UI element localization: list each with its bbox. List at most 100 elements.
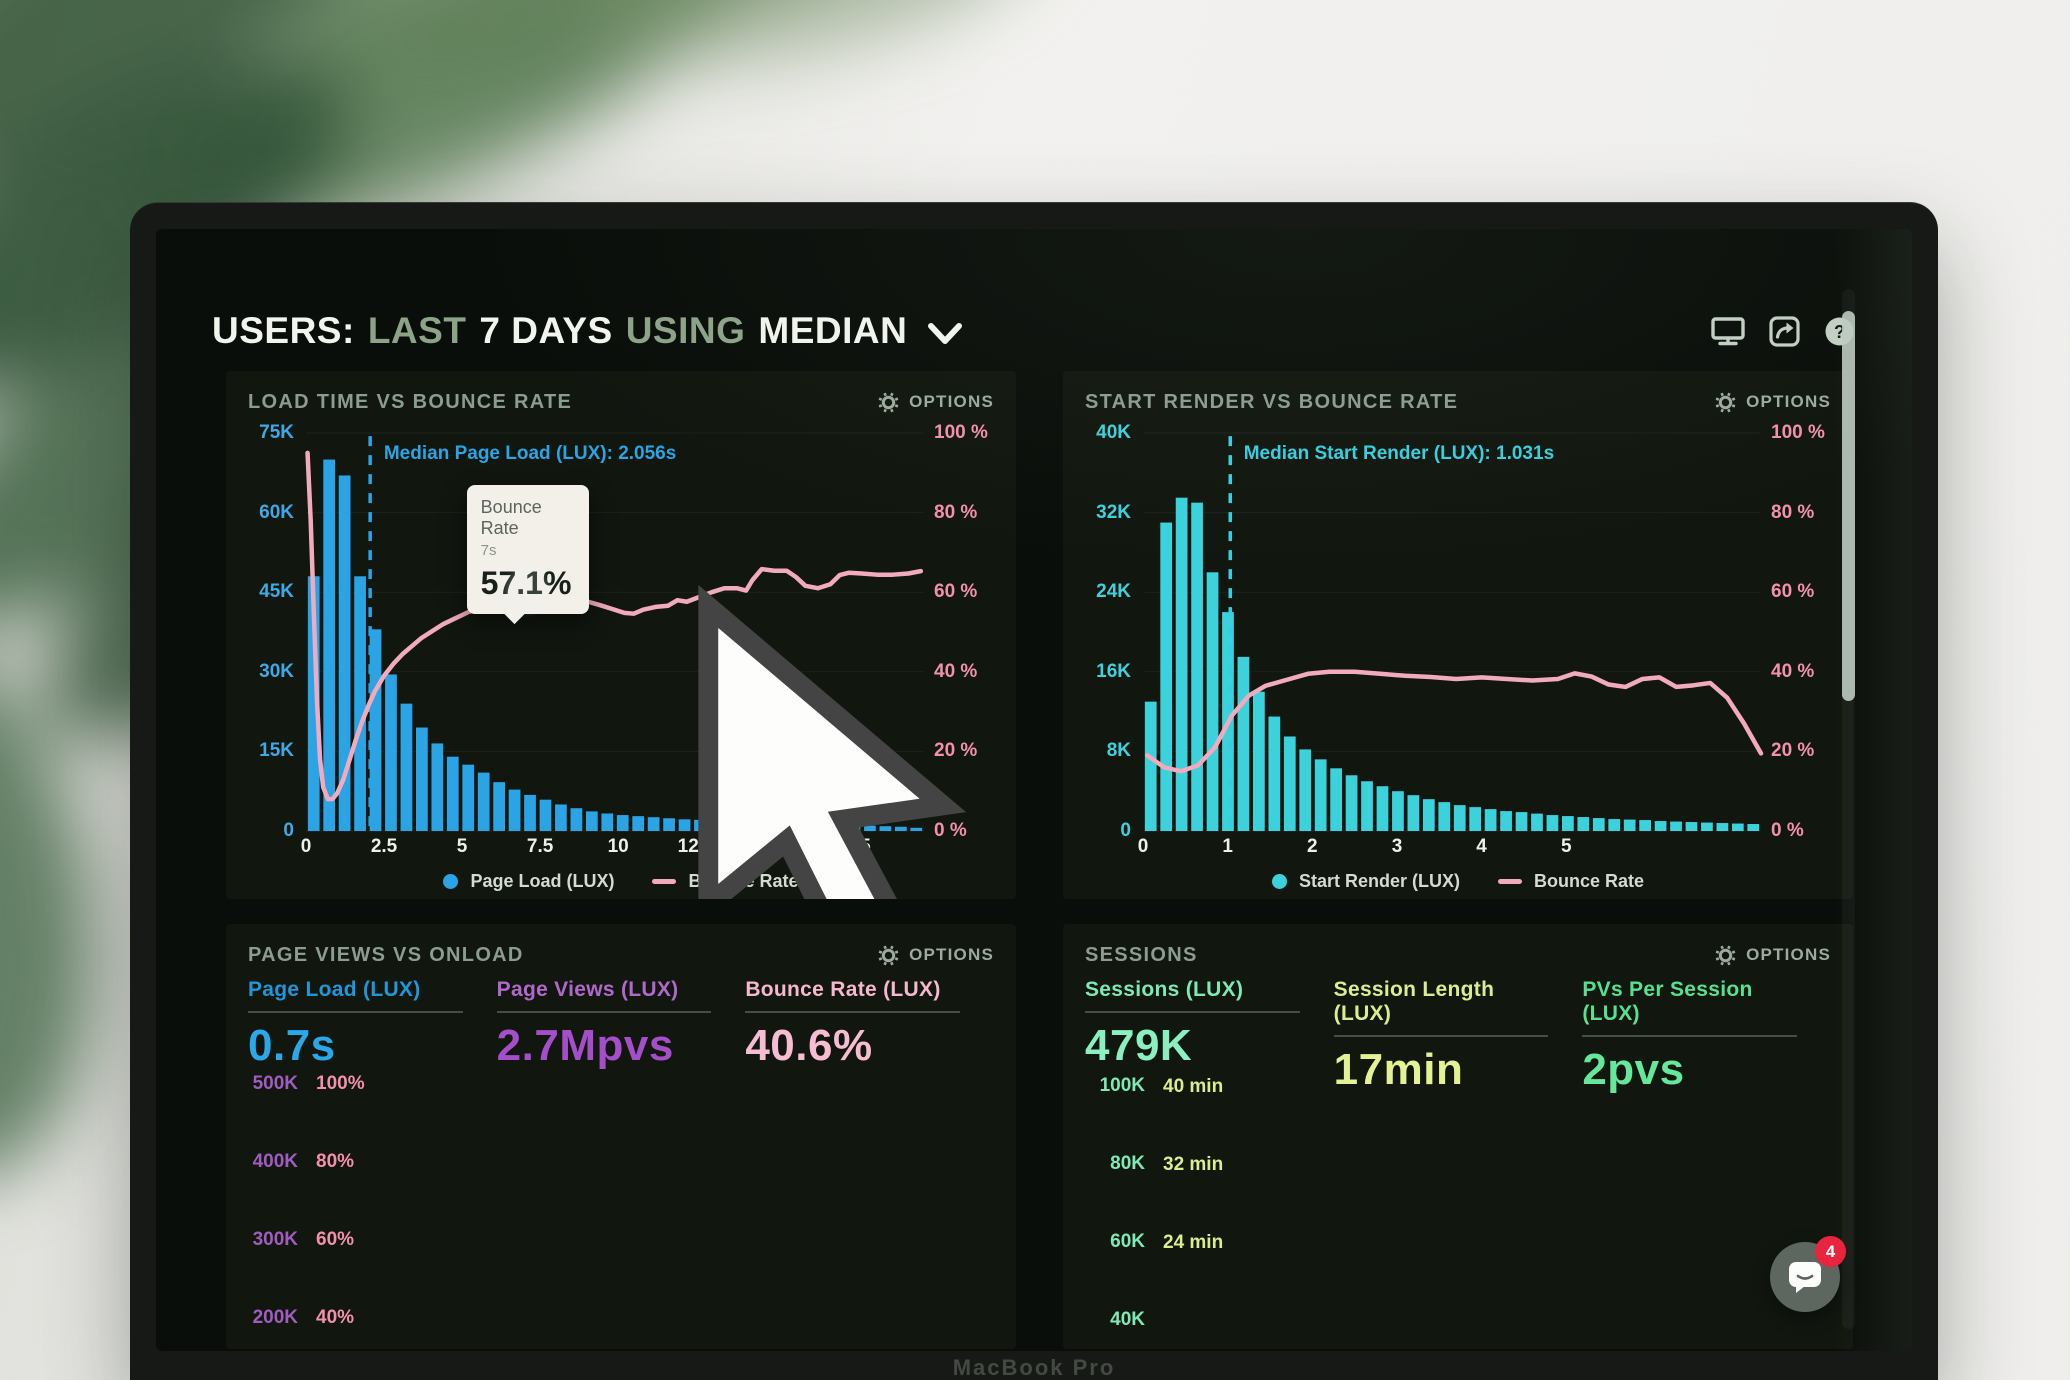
bounce-rate-tooltip: Bounce Rate 7s 57.1% [466,484,589,624]
legend-line-swatch [652,878,677,884]
axis-tick-label: 16K [1096,660,1131,682]
metric-value: 0.7s [248,1021,336,1070]
legend-item: Page Load (LUX) [443,871,614,892]
right-axis-sessionlength: 40 min 32 min 24 min [1153,1072,1691,1349]
legend-line-swatch [1497,878,1522,884]
metric-block: Session Length (LUX) 17min [1333,978,1583,1095]
axis-tick-label: 60% [316,1228,355,1250]
axis-tick-label: 0 [1120,820,1131,841]
axis-tick-label: 80 % [1771,501,1815,523]
panel-title: SESSIONS [1085,943,1198,966]
axis-tick-label: 40K [1110,1308,1145,1330]
mouse-cursor-icon [698,585,967,899]
gear-icon [878,392,899,412]
x-axis-label: 5 [456,836,468,857]
legend-item: Bounce Rate [1497,871,1644,892]
metric-label: Sessions (LUX) [1085,978,1244,1001]
share-icon [1769,315,1800,347]
metric-divider [745,1011,960,1013]
axis-tick-label: 32 min [1163,1153,1224,1175]
scrollbar-thumb[interactable] [1842,311,1855,701]
right-axis-bouncerate: 100% 80% 60% 40% [306,1072,864,1349]
axis-tick-label: 100K [1099,1074,1145,1096]
axis-tick-label: 0 % [1771,820,1804,841]
axis-tick-label: 0 [283,820,294,841]
axis-tick-label: 40 min [1163,1075,1224,1097]
metric-block: Page Load (LUX) 0.7s [248,978,497,1071]
options-label: OPTIONS [909,945,994,964]
x-axis-label: 2 [1307,836,1318,857]
x-axis-label: 5 [1560,836,1572,857]
right-axis: 100 % 80 % 60 % 40 % 20 % 0 % [1761,422,1831,841]
axis-tick-label: 40 % [934,660,978,682]
dashboard-topbar: USERS: LAST 7 DAYS USING MEDIAN [156,305,1912,357]
x-axis-label: 0 [300,836,312,857]
axis-tick-label: 0 % [934,820,967,841]
title-segment: USERS: [212,310,355,351]
axis-tick-label: 500K [252,1072,298,1094]
panel-sessions: SESSIONS OPTIONS Sessions (LUX) 479K Sessi… [1063,924,1853,1349]
metric-block: PVs Per Session (LUX) 2pvs [1582,978,1831,1095]
legend-label: Start Render (LUX) [1298,870,1460,891]
right-axis-sessions: 100K 80K 60K 40K [1085,1072,1153,1349]
axis-tick-label: 20 % [934,740,978,762]
tooltip-value: 57.1% [480,564,572,601]
unread-count-badge: 4 [1815,1236,1846,1267]
gear-icon [878,945,899,965]
gear-icon [1715,945,1736,965]
axis-tick-label: 40K [1096,422,1131,443]
title-segment: 7 DAYS [479,310,613,351]
metric-divider [496,1011,712,1013]
dashboard-screen: USERS: LAST 7 DAYS USING MEDIAN [156,229,1912,1351]
topbar-actions: ? [1711,315,1855,347]
display-settings-button[interactable] [1711,316,1745,346]
metric-label: PVs Per Session (LUX) [1582,978,1753,1025]
plot-area: Median Start Render (LUX): 1.031s [1143,433,1761,831]
gear-icon [1715,392,1736,412]
median-annotation: Median Page Load (LUX): 2.056s [383,442,677,464]
axis-tick-label: 45K [259,581,294,603]
axis-tick-label: 400K [252,1150,298,1172]
legend-label: Page Load (LUX) [470,870,615,891]
metric-divider [1333,1035,1549,1037]
chat-launcher-button[interactable]: 4 [1770,1236,1846,1312]
options-button[interactable]: OPTIONS [1715,392,1831,413]
metric-divider [1085,1011,1300,1013]
panel-title: LOAD TIME VS BOUNCE RATE [248,390,573,413]
options-label: OPTIONS [1746,392,1831,411]
users-filter-dropdown[interactable]: USERS: LAST 7 DAYS USING MEDIAN [212,310,963,352]
svg-text:?: ? [1834,322,1845,342]
metric-label: Bounce Rate (LUX) [745,978,941,1001]
tooltip-series: Bounce Rate [480,496,542,538]
legend-dot-swatch [1271,873,1287,889]
right-axis: 100 % 80 % 60 % 40 % 20 % 0 % [924,422,994,841]
axis-tick-label: 80K [1110,1152,1145,1174]
axis-tick-label: 60K [1110,1230,1145,1252]
plant-leaf [569,0,1051,97]
chevron-down-icon [928,322,963,344]
panel-load-time-vs-bounce-rate: LOAD TIME VS BOUNCE RATE OPTIONS 75K 60K 4… [226,371,1016,899]
panel-page-views-vs-onload: PAGE VIEWS VS ONLOAD OPTIONS Page Load (… [226,924,1016,1349]
metric-block: Bounce Rate (LUX) 40.6% [745,978,994,1071]
metric-block: Page Views (LUX) 2.7Mpvs [496,978,746,1071]
axis-tick-label: 100 % [1771,422,1825,443]
axis-tick-label: 60 % [1771,581,1815,603]
options-button[interactable]: OPTIONS [878,945,994,966]
metrics-row: Sessions (LUX) 479K Session Length (LUX) 17… [1085,978,1831,1094]
options-label: OPTIONS [909,392,994,411]
options-button[interactable]: OPTIONS [878,392,994,413]
options-label: OPTIONS [1746,945,1831,964]
x-axis-label: 4 [1476,836,1487,857]
metric-block: Sessions (LUX) 479K [1085,978,1334,1095]
plant-leaf [256,0,924,135]
metric-value: 2.7Mpvs [496,1021,674,1070]
median-annotation: Median Start Render (LUX): 1.031s [1243,442,1555,464]
axis-tick-label: 75K [259,422,294,443]
axis-tick-label: 24K [1096,581,1131,603]
metric-label: Page Load (LUX) [248,978,421,1001]
panel-title: PAGE VIEWS VS ONLOAD [248,943,524,966]
share-button[interactable] [1769,315,1800,347]
panel-start-render-vs-bounce-rate: START RENDER VS BOUNCE RATE OPTIONS 40K 3… [1063,371,1853,899]
axis-tick-label: 20 % [1771,740,1815,762]
options-button[interactable]: OPTIONS [1715,945,1831,966]
